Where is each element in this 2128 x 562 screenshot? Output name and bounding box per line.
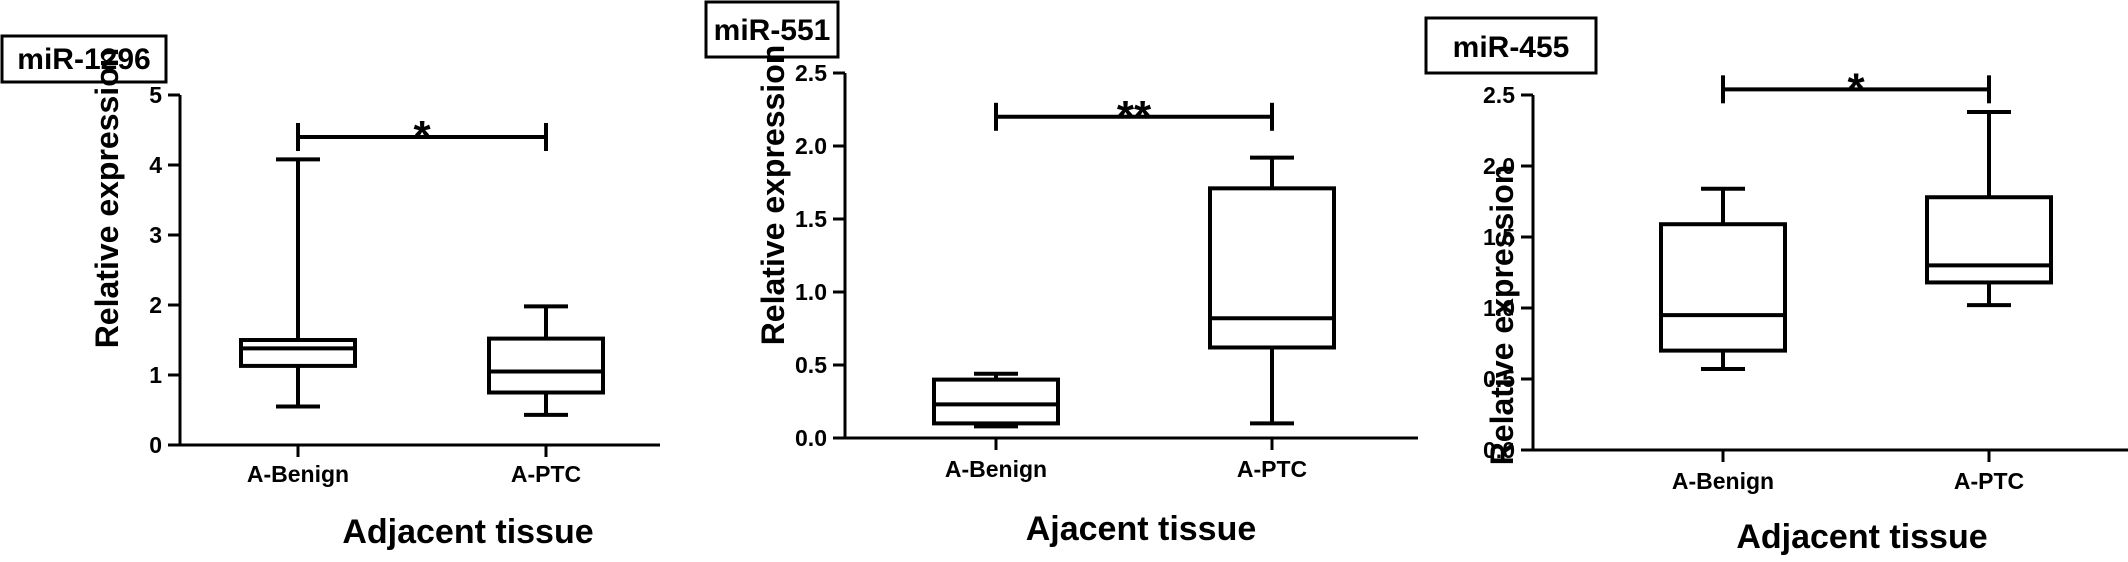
- panel-mir-551: miR-551 Relative expression 0.0 0.5 1.0 1.5…: [704, 0, 1418, 548]
- x-tick-label-ptc: A-PTC: [511, 461, 581, 487]
- x-tick-label-ptc: A-PTC: [1954, 468, 2024, 494]
- y-tick-label: 2: [149, 292, 162, 318]
- y-tick-label: 0.0: [795, 425, 827, 451]
- plot-area: 0.0 0.5 1.0 1.5 2.0 2.5 **: [795, 60, 1418, 451]
- y-tick-label: 5: [149, 82, 162, 108]
- x-tick-label-benign: A-Benign: [945, 456, 1047, 482]
- panel-mir-455: miR-455 Relative expression 0.0 0.5 1.0 1.5…: [1424, 16, 2128, 556]
- box-a-benign: [932, 377, 1060, 426]
- y-axis-label: Relative expression: [755, 45, 791, 346]
- panel-title-box: [1424, 16, 1598, 75]
- box-a-benign: [239, 338, 357, 368]
- y-tick-label: 4: [149, 152, 162, 178]
- y-tick-label: 2.5: [795, 60, 827, 86]
- panel-mir-1296: miR-1296 Relative expression 0 1 2 3 4 5 * A-B…: [0, 34, 660, 551]
- y-tick-label: 1.5: [1483, 224, 1515, 250]
- y-tick-label: 0: [149, 432, 162, 458]
- y-tick-label: 2.5: [1483, 82, 1515, 108]
- y-tick-label: 1.0: [795, 279, 827, 305]
- plot-area: 0 1 2 3 4 5 *: [149, 82, 660, 458]
- x-tick-label-ptc: A-PTC: [1237, 456, 1307, 482]
- box-a-ptc: [1925, 195, 2053, 285]
- y-tick-label: 0.5: [1483, 366, 1515, 392]
- y-tick-label: 0.0: [1483, 437, 1515, 463]
- x-axis-label: Adjacent tissue: [342, 513, 593, 551]
- significance-label: *: [413, 112, 431, 161]
- significance-label: **: [1117, 92, 1152, 141]
- panel-title: miR-1296: [17, 43, 150, 76]
- panel-title-box: [0, 34, 168, 84]
- x-axis-label: Adjacent tissue: [1736, 518, 1987, 556]
- y-tick-label: 0.5: [795, 352, 827, 378]
- box-a-ptc: [487, 336, 605, 395]
- x-tick-label-benign: A-Benign: [1672, 468, 1774, 494]
- panel-title: miR-551: [714, 14, 831, 47]
- x-tick-label-benign: A-Benign: [247, 461, 349, 487]
- y-axis-label: Relative expression: [89, 48, 125, 349]
- y-axis-label: Relative expression: [1484, 165, 1520, 466]
- y-tick-label: 2.0: [795, 133, 827, 159]
- y-tick-label: 3: [149, 222, 162, 248]
- box-a-benign: [1659, 222, 1787, 353]
- significance-label: *: [1847, 64, 1865, 113]
- y-tick-label: 1.0: [1483, 295, 1515, 321]
- panel-title: miR-455: [1453, 31, 1570, 64]
- y-tick-label: 1.5: [795, 206, 827, 232]
- x-axis-label: Ajacent tissue: [1026, 510, 1257, 548]
- box-a-ptc: [1208, 186, 1336, 350]
- y-tick-label: 2.0: [1483, 153, 1515, 179]
- plot-area: 0.0 0.5 1.0 1.5 2.0 2.5 *: [1483, 64, 2128, 463]
- y-tick-label: 1: [149, 362, 162, 388]
- panel-title-box: [704, 0, 840, 59]
